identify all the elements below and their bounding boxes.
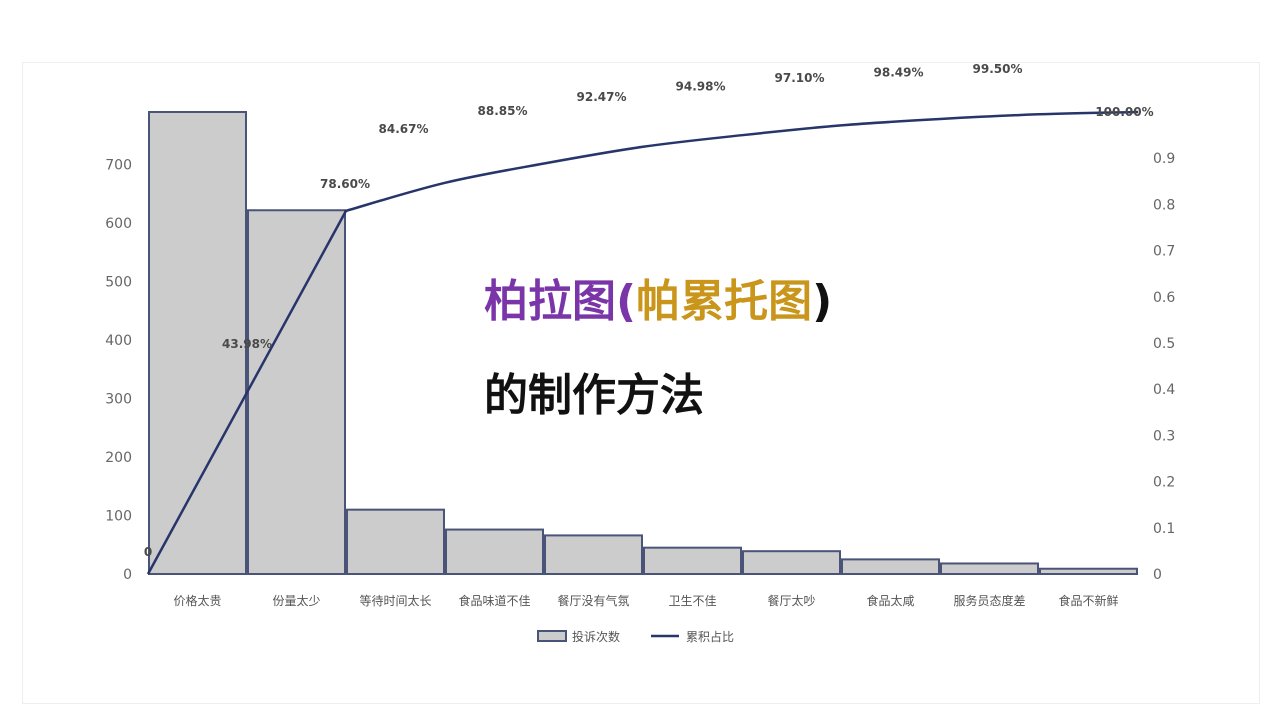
bar	[841, 558, 940, 576]
y-left-tick: 100	[105, 509, 132, 525]
x-category-label: 份量太少	[272, 593, 320, 608]
overlay-line1: 柏拉图(帕累托图)	[484, 272, 924, 332]
bar	[544, 534, 643, 575]
bar	[742, 550, 841, 575]
bar	[643, 546, 742, 575]
line-data-label: 98.49%	[874, 66, 924, 80]
x-category-label: 服务员态度差	[953, 593, 1025, 608]
bar	[445, 528, 544, 576]
legend-swatch-bar	[537, 630, 567, 642]
y-right-tick: 0.9	[1153, 151, 1175, 167]
bar	[148, 111, 247, 575]
overlay-purple-text: 柏拉图(	[484, 276, 637, 327]
line-data-label: 43.98%	[222, 337, 272, 351]
x-category-label: 食品味道不佳	[458, 593, 530, 608]
title-overlay: 柏拉图(帕累托图) 的制作方法	[484, 272, 924, 426]
y-right-tick: 0.5	[1153, 336, 1175, 352]
cumulative-line	[146, 110, 1139, 575]
legend-label-line: 累积占比	[686, 629, 734, 644]
overlay-gold-text: 帕累托图	[636, 276, 813, 327]
overlay-line2: 的制作方法	[484, 370, 704, 421]
line-data-label: 78.60%	[320, 177, 370, 191]
x-category-label: 价格太贵	[173, 593, 221, 608]
y-right-tick: 0.2	[1153, 475, 1175, 491]
y-left-tick: 700	[105, 158, 132, 174]
line-start-label: 0	[144, 545, 152, 559]
y-left-tick: 600	[105, 216, 132, 232]
y-left-tick: 200	[105, 450, 132, 466]
y-right-tick: 0.6	[1153, 290, 1175, 306]
line-data-label: 99.50%	[973, 62, 1023, 76]
bar	[346, 508, 445, 576]
y-right-tick: 0.7	[1153, 244, 1175, 260]
y-left-tick: 400	[105, 333, 132, 349]
legend-label-bar: 投诉次数	[572, 629, 620, 644]
y-left-tick: 500	[105, 275, 132, 291]
bar	[940, 562, 1039, 575]
x-category-label: 食品太咸	[866, 593, 914, 608]
x-category-label: 食品不新鲜	[1058, 593, 1118, 608]
overlay-close-paren: )	[812, 276, 833, 327]
y-right-tick: 0.3	[1153, 428, 1175, 444]
line-data-label: 100.00%	[1095, 105, 1153, 119]
x-category-label: 卫生不佳	[668, 594, 716, 608]
x-category-label: 等待时间太长	[359, 593, 431, 608]
line-data-label: 88.85%	[478, 104, 528, 118]
line-data-label: 97.10%	[775, 71, 825, 85]
line-data-label: 84.67%	[379, 122, 429, 136]
bar	[247, 209, 346, 575]
line-data-label: 94.98%	[676, 79, 726, 93]
x-category-label: 餐厅没有气氛	[557, 593, 629, 608]
y-right-tick: 0.4	[1153, 382, 1175, 398]
y-right-tick: 0.1	[1153, 521, 1175, 537]
y-left-tick: 300	[105, 392, 132, 408]
x-category-label: 餐厅太吵	[767, 593, 815, 608]
y-right-tick: 0	[1153, 567, 1162, 583]
bar	[1039, 567, 1138, 575]
y-left-tick: 0	[123, 567, 132, 583]
y-right-tick: 0.8	[1153, 197, 1175, 213]
line-data-label: 92.47%	[577, 90, 627, 104]
